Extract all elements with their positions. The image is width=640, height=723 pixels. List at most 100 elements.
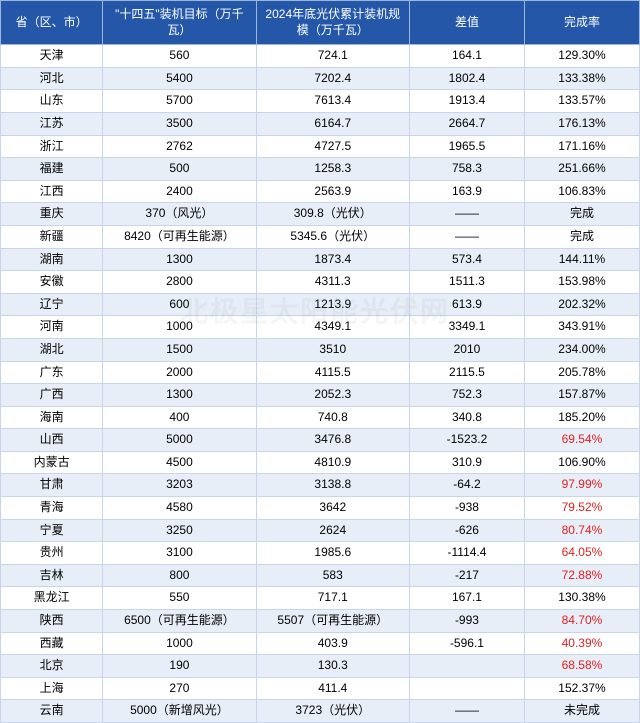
cell-province: 云南	[1, 700, 103, 723]
cell-actual: 2624	[256, 519, 409, 542]
cell-actual: 6164.7	[256, 112, 409, 135]
cell-target: 800	[103, 564, 256, 587]
cell-province: 安徽	[1, 271, 103, 294]
cell-diff: -938	[409, 497, 524, 520]
cell-diff: 163.9	[409, 180, 524, 203]
cell-province: 山西	[1, 429, 103, 452]
cell-target: 600	[103, 293, 256, 316]
table-row: 江西24002563.9163.9106.83%	[1, 180, 640, 203]
cell-actual: 3642	[256, 497, 409, 520]
table-row: 重庆370（风光）309.8（光伏）——完成	[1, 203, 640, 226]
col-header-3: 差值	[409, 1, 524, 45]
cell-rate: 84.70%	[524, 610, 639, 633]
cell-actual: 5507（可再生能源）	[256, 610, 409, 633]
cell-actual: 1213.9	[256, 293, 409, 316]
cell-actual: 2052.3	[256, 384, 409, 407]
cell-diff: ——	[409, 225, 524, 248]
cell-diff: -217	[409, 564, 524, 587]
cell-diff: ——	[409, 203, 524, 226]
table-row: 河南10004349.13349.1343.91%	[1, 316, 640, 339]
cell-rate: 106.90%	[524, 451, 639, 474]
cell-diff: -1114.4	[409, 542, 524, 565]
cell-rate: 153.98%	[524, 271, 639, 294]
cell-province: 浙江	[1, 135, 103, 158]
cell-actual: 724.1	[256, 45, 409, 68]
cell-rate: 68.58%	[524, 655, 639, 678]
cell-province: 黑龙江	[1, 587, 103, 610]
cell-diff: 340.8	[409, 406, 524, 429]
cell-rate: 80.74%	[524, 519, 639, 542]
cell-diff	[409, 677, 524, 700]
cell-province: 贵州	[1, 542, 103, 565]
cell-diff: 752.3	[409, 384, 524, 407]
cell-diff: -993	[409, 610, 524, 633]
cell-province: 湖南	[1, 248, 103, 271]
table-row: 贵州31001985.6-1114.464.05%	[1, 542, 640, 565]
cell-diff: 1965.5	[409, 135, 524, 158]
cell-rate: 40.39%	[524, 632, 639, 655]
table-row: 广西13002052.3752.3157.87%	[1, 384, 640, 407]
cell-diff: -626	[409, 519, 524, 542]
cell-target: 3203	[103, 474, 256, 497]
cell-province: 重庆	[1, 203, 103, 226]
cell-target: 1500	[103, 338, 256, 361]
table-row: 辽宁6001213.9613.9202.32%	[1, 293, 640, 316]
table-row: 山西50003476.8-1523.269.54%	[1, 429, 640, 452]
cell-province: 吉林	[1, 564, 103, 587]
cell-actual: 403.9	[256, 632, 409, 655]
cell-rate: 157.87%	[524, 384, 639, 407]
cell-actual: 4727.5	[256, 135, 409, 158]
table-row: 广东20004115.52115.5205.78%	[1, 361, 640, 384]
cell-province: 甘肃	[1, 474, 103, 497]
cell-target: 2762	[103, 135, 256, 158]
cell-target: 190	[103, 655, 256, 678]
cell-rate: 185.20%	[524, 406, 639, 429]
cell-target: 4500	[103, 451, 256, 474]
cell-province: 湖北	[1, 338, 103, 361]
cell-actual: 4349.1	[256, 316, 409, 339]
table-row: 浙江27624727.51965.5171.16%	[1, 135, 640, 158]
cell-target: 270	[103, 677, 256, 700]
cell-target: 550	[103, 587, 256, 610]
table-row: 云南5000（新增风光）3723（光伏）——未完成	[1, 700, 640, 723]
table-row: 青海45803642-93879.52%	[1, 497, 640, 520]
cell-actual: 1873.4	[256, 248, 409, 271]
cell-actual: 7613.4	[256, 90, 409, 113]
cell-actual: 1985.6	[256, 542, 409, 565]
cell-rate: 69.54%	[524, 429, 639, 452]
cell-target: 8420（可再生能源）	[103, 225, 256, 248]
cell-province: 江西	[1, 180, 103, 203]
cell-actual: 3723（光伏）	[256, 700, 409, 723]
cell-actual: 1258.3	[256, 158, 409, 181]
cell-target: 4580	[103, 497, 256, 520]
cell-actual: 130.3	[256, 655, 409, 678]
cell-province: 海南	[1, 406, 103, 429]
cell-province: 广西	[1, 384, 103, 407]
cell-actual: 3138.8	[256, 474, 409, 497]
table-row: 内蒙古45004810.9310.9106.90%	[1, 451, 640, 474]
cell-diff: 613.9	[409, 293, 524, 316]
table-row: 河北54007202.41802.4133.38%	[1, 67, 640, 90]
cell-target: 1000	[103, 316, 256, 339]
cell-actual: 717.1	[256, 587, 409, 610]
table-row: 海南400740.8340.8185.20%	[1, 406, 640, 429]
cell-target: 3500	[103, 112, 256, 135]
cell-province: 河北	[1, 67, 103, 90]
cell-rate: 72.88%	[524, 564, 639, 587]
cell-rate: 251.66%	[524, 158, 639, 181]
cell-target: 400	[103, 406, 256, 429]
cell-actual: 4810.9	[256, 451, 409, 474]
table-row: 吉林800583-21772.88%	[1, 564, 640, 587]
cell-target: 5000	[103, 429, 256, 452]
table-row: 上海270411.4152.37%	[1, 677, 640, 700]
cell-actual: 4115.5	[256, 361, 409, 384]
cell-target: 2800	[103, 271, 256, 294]
cell-rate: 343.91%	[524, 316, 639, 339]
table-row: 江苏35006164.72664.7176.13%	[1, 112, 640, 135]
cell-target: 1300	[103, 248, 256, 271]
col-header-4: 完成率	[524, 1, 639, 45]
cell-rate: 144.11%	[524, 248, 639, 271]
cell-actual: 4311.3	[256, 271, 409, 294]
cell-rate: 176.13%	[524, 112, 639, 135]
cell-diff: -1523.2	[409, 429, 524, 452]
